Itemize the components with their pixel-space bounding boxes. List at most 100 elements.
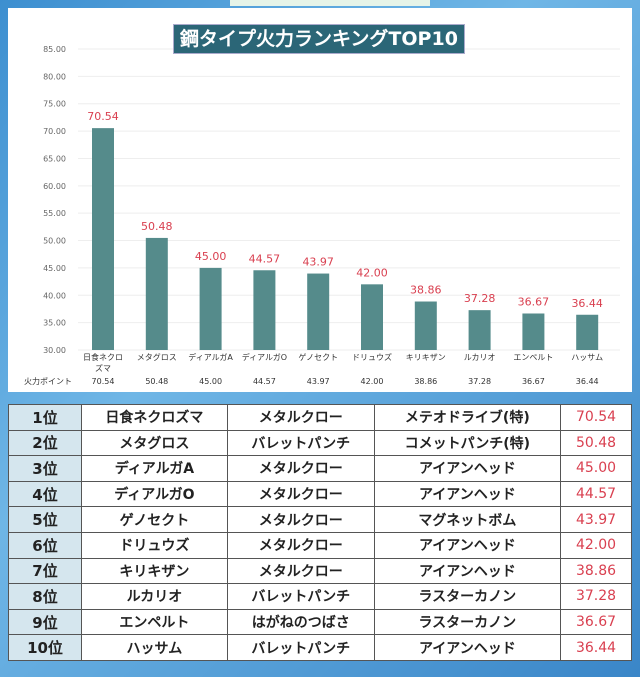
bar — [253, 270, 276, 350]
row-value: 36.67 — [522, 377, 545, 386]
charge-move-cell: ラスターカノン — [373, 608, 562, 636]
y-tick-label: 45.00 — [43, 264, 66, 273]
category-label: キリキザン — [406, 353, 446, 362]
pokemon-cell: ルカリオ — [81, 583, 228, 610]
table-row: 4位 ディアルガO メタルクロー アイアンヘッド 44.57 — [8, 480, 632, 508]
data-label: 38.86 — [410, 284, 442, 297]
y-tick-label: 30.00 — [43, 346, 66, 355]
chart-panel: 30.00 35.00 40.00 45.00 50.00 55.00 60.00 65.00… — [8, 8, 632, 392]
y-tick-label: 55.00 — [43, 209, 66, 218]
value-cell: 44.57 — [560, 480, 632, 508]
fast-move-cell: メタルクロー — [226, 531, 375, 559]
table-row: 9位 エンペルト はがねのつばさ ラスターカノン 36.67 — [8, 608, 632, 636]
y-tick-label: 65.00 — [43, 154, 66, 163]
row-value: 70.54 — [92, 377, 115, 386]
chart-title: 鋼タイプ火力ランキングTOP10 — [173, 24, 465, 54]
charge-move-cell: アイアンヘッド — [373, 634, 562, 661]
bar — [145, 237, 168, 350]
pokemon-cell: キリキザン — [81, 557, 228, 585]
pokemon-cell: ハッサム — [81, 634, 228, 661]
pokemon-cell: ディアルガO — [81, 480, 228, 508]
data-label: 37.28 — [464, 292, 496, 305]
fast-move-cell: バレットパンチ — [226, 583, 375, 610]
category-label: 日食ネクロ — [83, 352, 123, 362]
fast-move-cell: メタルクロー — [226, 455, 375, 482]
row-value: 42.00 — [361, 377, 384, 386]
bar — [522, 313, 545, 350]
row-value: 44.57 — [253, 377, 276, 386]
fast-move-cell: バレットパンチ — [226, 634, 375, 661]
value-cell: 36.44 — [560, 634, 632, 661]
rank-cell: 10位 — [8, 634, 82, 661]
fast-move-cell: メタルクロー — [226, 506, 375, 533]
bar — [361, 284, 383, 350]
y-tick-label: 80.00 — [43, 72, 66, 81]
bar — [576, 314, 599, 350]
charge-move-cell: コメットパンチ(特) — [373, 429, 562, 457]
data-label: 50.48 — [141, 220, 173, 233]
y-tick-label: 50.00 — [43, 237, 66, 246]
row-value: 43.97 — [307, 377, 330, 386]
bar — [307, 273, 330, 350]
charge-move-cell: マグネットボム — [373, 506, 562, 533]
category-label: ディアルガO — [242, 352, 287, 362]
fast-move-cell: バレットパンチ — [226, 429, 375, 457]
fast-move-cell: メタルクロー — [226, 557, 375, 585]
bar — [414, 301, 437, 350]
data-label: 44.57 — [249, 252, 281, 265]
pokemon-cell: ディアルガA — [81, 455, 228, 482]
fast-move-cell: はがねのつばさ — [226, 608, 375, 636]
rank-cell: 8位 — [8, 583, 82, 610]
ranking-table: 1位 日食ネクロズマ メタルクロー メテオドライブ(特) 70.54 2位 メタグロス バレッ… — [8, 404, 632, 661]
bar — [92, 128, 114, 350]
category-label: ルカリオ — [464, 353, 496, 362]
fast-move-cell: メタルクロー — [226, 404, 375, 431]
bar-chart: 30.00 35.00 40.00 45.00 50.00 55.00 60.00 65.00… — [24, 45, 620, 386]
top-decoration — [230, 0, 430, 6]
charge-move-cell: アイアンヘッド — [373, 557, 562, 585]
value-cell: 37.28 — [560, 583, 632, 610]
table-row: 2位 メタグロス バレットパンチ コメットパンチ(特) 50.48 — [8, 429, 632, 457]
y-tick-label: 60.00 — [43, 182, 66, 191]
pokemon-cell: エンペルト — [81, 608, 228, 636]
charge-move-cell: アイアンヘッド — [373, 480, 562, 508]
table-row: 10位 ハッサム バレットパンチ アイアンヘッド 36.44 — [8, 634, 632, 661]
row-value: 36.44 — [576, 377, 599, 386]
value-cell: 70.54 — [560, 404, 632, 431]
row-label: 火力ポイント — [24, 376, 72, 386]
value-cell: 36.67 — [560, 608, 632, 636]
rank-cell: 7位 — [8, 557, 82, 585]
charge-move-cell: ラスターカノン — [373, 583, 562, 610]
value-cell: 50.48 — [560, 429, 632, 457]
data-label: 36.44 — [571, 297, 603, 310]
value-cell: 43.97 — [560, 506, 632, 533]
rank-cell: 1位 — [8, 404, 82, 431]
row-value: 50.48 — [145, 377, 168, 386]
category-label: ズマ — [95, 363, 111, 373]
value-cell: 42.00 — [560, 531, 632, 559]
data-label: 42.00 — [356, 266, 388, 279]
data-label: 43.97 — [302, 256, 334, 269]
rank-cell: 6位 — [8, 531, 82, 559]
bar — [199, 267, 222, 350]
table-row: 3位 ディアルガA メタルクロー アイアンヘッド 45.00 — [8, 455, 632, 482]
row-value: 37.28 — [468, 377, 491, 386]
rank-cell: 2位 — [8, 429, 82, 457]
data-label: 36.67 — [518, 295, 550, 308]
charge-move-cell: メテオドライブ(特) — [373, 404, 562, 431]
category-label: ハッサム — [571, 353, 603, 362]
value-cell: 45.00 — [560, 455, 632, 482]
table-row: 7位 キリキザン メタルクロー アイアンヘッド 38.86 — [8, 557, 632, 585]
data-label: 70.54 — [87, 110, 119, 123]
pokemon-cell: メタグロス — [81, 429, 228, 457]
y-tick-label: 35.00 — [43, 319, 66, 328]
y-tick-label: 40.00 — [43, 291, 66, 300]
charge-move-cell: アイアンヘッド — [373, 531, 562, 559]
rank-cell: 3位 — [8, 455, 82, 482]
table-row: 1位 日食ネクロズマ メタルクロー メテオドライブ(特) 70.54 — [8, 404, 632, 431]
category-label: ディアルガA — [188, 352, 233, 362]
value-cell: 38.86 — [560, 557, 632, 585]
charge-move-cell: アイアンヘッド — [373, 455, 562, 482]
y-tick-label: 75.00 — [43, 100, 66, 109]
table-row: 8位 ルカリオ バレットパンチ ラスターカノン 37.28 — [8, 583, 632, 610]
